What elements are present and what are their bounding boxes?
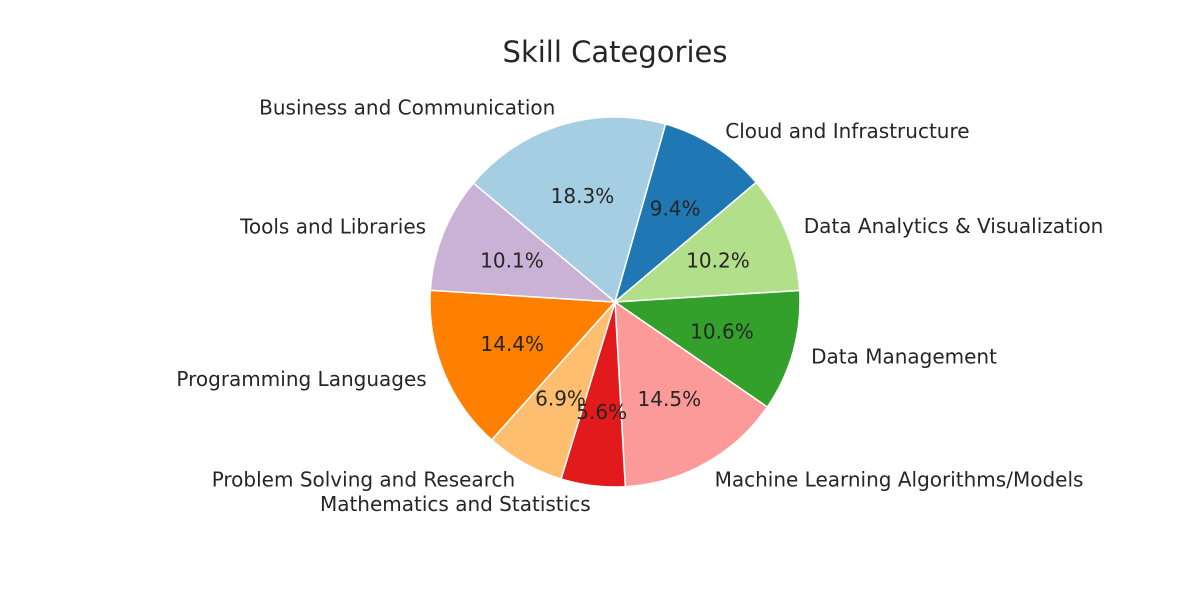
label-tools-and-libraries: Tools and Libraries bbox=[239, 214, 426, 238]
pct-label-programming-languages: 14.4% bbox=[481, 332, 545, 356]
pct-label-data-analytics-visualization: 10.2% bbox=[686, 249, 750, 273]
label-problem-solving-and-research: Problem Solving and Research bbox=[212, 467, 515, 491]
label-programming-languages: Programming Languages bbox=[176, 367, 426, 391]
slice-business-and-communication bbox=[472, 116, 667, 304]
label-business-and-communication: Business and Communication bbox=[259, 95, 555, 119]
slice-data-management bbox=[612, 289, 801, 409]
pct-label-machine-learning-algorithms-models: 14.5% bbox=[638, 387, 702, 411]
slice-cloud-and-infrastructure bbox=[613, 123, 758, 305]
label-data-analytics-visualization: Data Analytics & Visualization bbox=[804, 214, 1104, 238]
label-machine-learning-algorithms-models: Machine Learning Algorithms/Models bbox=[715, 467, 1084, 491]
slice-tools-and-libraries bbox=[429, 182, 618, 303]
pct-label-business-and-communication: 18.3% bbox=[551, 184, 615, 208]
category-labels: Business and Communication Cloud and Infr… bbox=[176, 95, 1103, 516]
label-cloud-and-infrastructure: Cloud and Infrastructure bbox=[725, 119, 969, 143]
pct-label-data-management: 10.6% bbox=[690, 320, 754, 344]
slice-data-analytics-visualization bbox=[612, 181, 801, 303]
chart-title: Skill Categories bbox=[503, 35, 728, 69]
slice-machine-learning-algorithms-models bbox=[614, 300, 769, 488]
slice-programming-languages bbox=[429, 289, 617, 441]
percentage-labels: 18.3% 9.4% 10.2% 10.6% 14.5% 5.6%6.9% 14.4% 10.… bbox=[480, 184, 754, 424]
label-data-management: Data Management bbox=[811, 344, 997, 368]
pie-slices bbox=[429, 116, 801, 488]
pct-label-mathematics-and-statistics: 5.6% bbox=[576, 400, 627, 424]
pct-label-tools-and-libraries: 10.1% bbox=[480, 249, 544, 273]
pct-label-problem-solving-and-research: 6.9% bbox=[535, 387, 586, 411]
label-mathematics-and-statistics: Mathematics and Statistics bbox=[320, 492, 591, 516]
pct-label-cloud-and-infrastructure: 9.4% bbox=[650, 197, 701, 221]
